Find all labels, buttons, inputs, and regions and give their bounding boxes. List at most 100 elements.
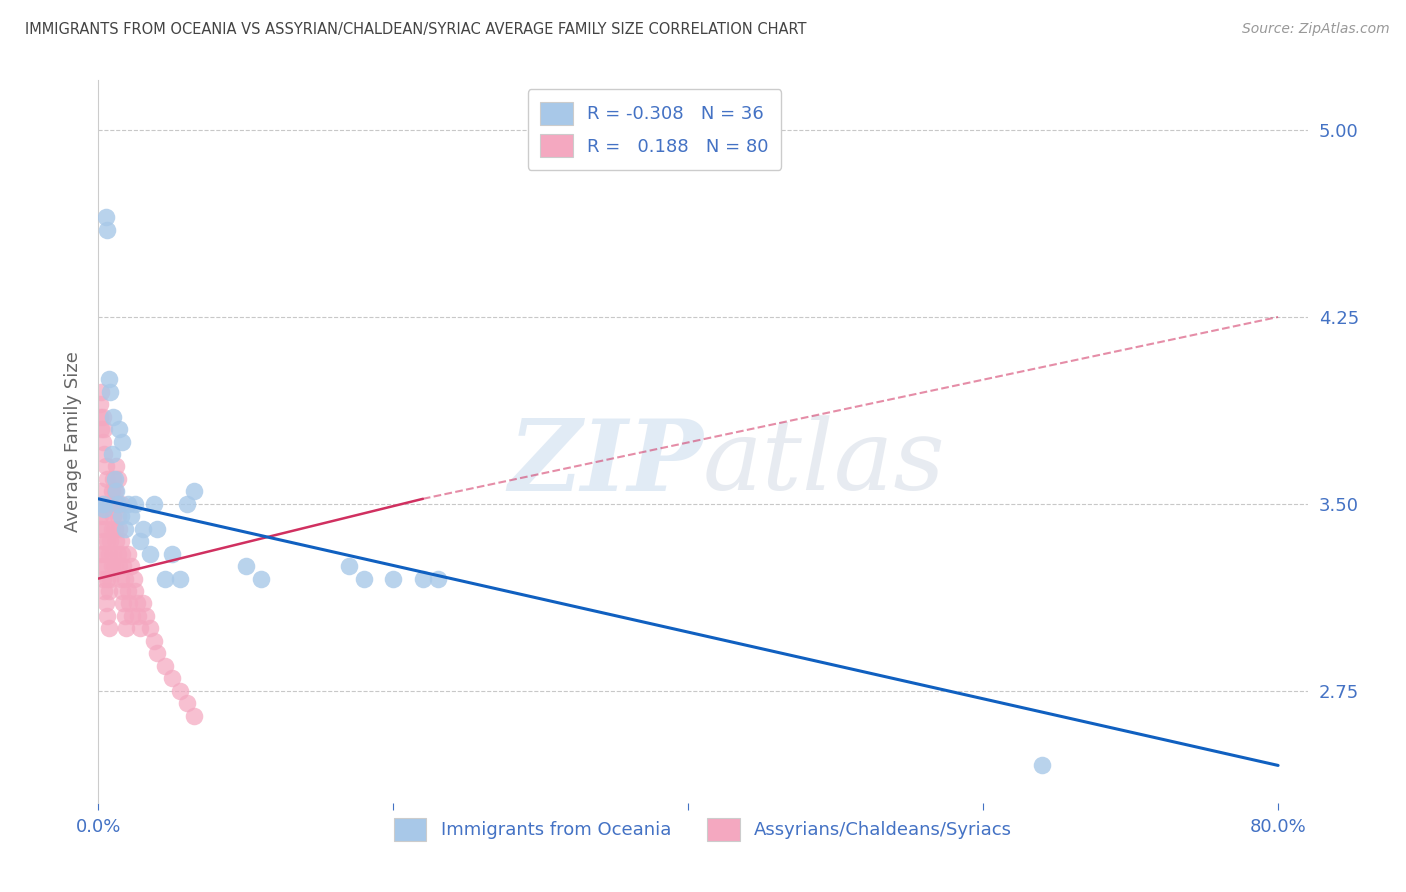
Point [90,384,112,399]
Point [121,609,143,624]
Point [426,572,449,586]
Point [104,484,127,499]
Point [104,472,127,486]
Point [412,572,434,586]
Point [94,459,117,474]
Point [97,372,120,386]
Point [98,384,121,399]
Point [97,621,120,635]
Point [91,497,114,511]
Point [104,522,127,536]
Point [89,397,111,411]
Point [112,597,135,611]
Point [117,547,139,561]
Point [111,547,134,561]
Point [125,597,148,611]
Point [89,409,111,424]
Point [122,572,145,586]
Point [94,597,117,611]
Point [110,572,132,586]
Point [107,547,129,561]
Point [101,472,124,486]
Point [101,409,124,424]
Point [143,497,166,511]
Point [112,559,135,574]
Point [104,559,127,574]
Point [110,509,132,524]
Point [353,572,375,586]
Point [118,597,141,611]
Point [105,497,128,511]
Point [100,522,122,536]
Point [160,547,183,561]
Point [91,534,114,549]
Point [114,572,136,586]
Point [143,633,166,648]
Point [127,609,149,624]
Point [111,584,134,599]
Point [90,559,112,574]
Point [90,422,112,436]
Point [169,683,191,698]
Point [91,572,114,586]
Point [110,534,132,549]
Point [139,621,162,635]
Point [93,501,115,516]
Point [146,522,169,536]
Point [176,497,198,511]
Point [96,572,118,586]
Point [382,572,405,586]
Text: atlas: atlas [703,416,946,511]
Point [97,547,120,561]
Point [337,559,360,574]
Point [153,572,176,586]
Point [93,547,115,561]
Point [128,621,150,635]
Text: IMMIGRANTS FROM OCEANIA VS ASSYRIAN/CHALDEAN/SYRIAC AVERAGE FAMILY SIZE CORRELAT: IMMIGRANTS FROM OCEANIA VS ASSYRIAN/CHAL… [25,22,807,37]
Point [115,621,138,635]
Point [135,609,157,624]
Point [108,559,131,574]
Point [90,484,112,499]
Point [98,534,121,549]
Point [117,497,139,511]
Point [100,484,122,499]
Point [91,497,114,511]
Point [107,497,129,511]
Point [93,584,115,599]
Point [107,509,129,524]
Point [146,646,169,660]
Point [101,509,124,524]
Point [183,708,205,723]
Point [100,447,122,461]
Point [96,223,118,237]
Point [89,509,111,524]
Point [94,211,117,225]
Point [1031,758,1053,772]
Point [108,422,131,436]
Point [131,597,153,611]
Point [124,584,146,599]
Point [120,559,142,574]
Text: ZIP: ZIP [508,415,703,511]
Point [108,522,131,536]
Point [131,522,153,536]
Point [117,584,139,599]
Point [93,447,115,461]
Point [160,671,183,685]
Text: Source: ZipAtlas.com: Source: ZipAtlas.com [1241,22,1389,37]
Point [249,572,271,586]
Point [96,472,118,486]
Point [235,559,257,574]
Point [120,509,142,524]
Point [100,559,122,574]
Point [105,459,128,474]
Point [98,572,121,586]
Point [124,497,146,511]
Point [89,547,111,561]
Point [183,484,205,499]
Point [97,584,120,599]
Point [96,609,118,624]
Point [128,534,150,549]
Point [176,696,198,710]
